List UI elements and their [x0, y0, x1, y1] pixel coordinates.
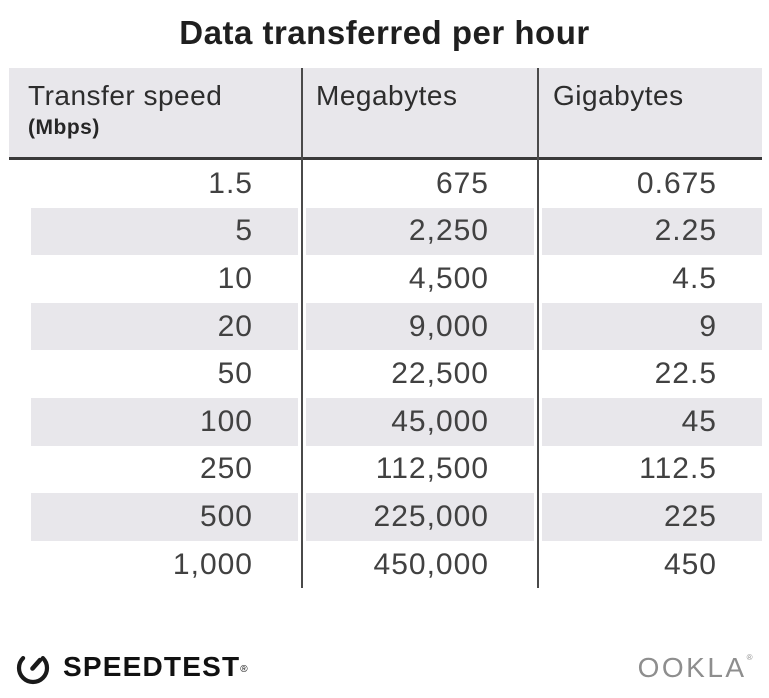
column-header-unit: (Mbps) — [28, 116, 100, 139]
cell-speed: 5 — [31, 207, 298, 256]
speedometer-gauge-icon — [16, 656, 50, 685]
table-row: 50 22,500 22.5 — [31, 350, 762, 398]
table-row: 5 2,250 2.25 — [31, 207, 762, 256]
data-table: Transfer speed (Mbps) Megabytes Gigabyte… — [9, 68, 762, 589]
cell-gigabytes: 45 — [542, 397, 762, 446]
cell-megabytes: 4,500 — [408, 261, 489, 295]
cell-megabytes: 9,000 — [306, 302, 534, 351]
cell-gigabytes: 112.5 — [639, 452, 717, 486]
cell-gigabytes: 225 — [542, 493, 762, 541]
table-row: 250 112,500 112.5 — [31, 446, 762, 494]
table-row: 10 4,500 4.5 — [31, 255, 762, 303]
cell-speed: 500 — [31, 493, 298, 541]
table-row: 1,000 450,000 450 — [31, 541, 762, 589]
registered-mark: ® — [240, 663, 248, 675]
cell-gigabytes: 450 — [663, 547, 717, 581]
cell-megabytes: 45,000 — [306, 397, 534, 446]
column-divider — [537, 68, 539, 588]
cell-gigabytes: 9 — [542, 302, 762, 351]
table-row: 20 9,000 9 — [31, 302, 762, 351]
cell-gigabytes: 0.675 — [636, 166, 717, 200]
cell-megabytes: 450,000 — [373, 547, 489, 581]
column-header-megabytes: Megabytes — [316, 80, 458, 111]
cell-gigabytes: 22.5 — [654, 357, 717, 391]
ookla-wordmark: OOKLA — [637, 652, 747, 683]
cell-gigabytes: 4.5 — [672, 261, 717, 295]
speedtest-wordmark: SPEEDTEST — [63, 651, 241, 682]
speedtest-logo: SPEEDTEST ® — [12, 646, 248, 688]
cell-speed: 1.5 — [208, 166, 253, 200]
cell-megabytes: 225,000 — [306, 493, 534, 541]
cell-megabytes: 2,250 — [306, 207, 534, 256]
cell-speed: 50 — [217, 357, 253, 391]
cell-speed: 250 — [199, 452, 253, 486]
table-header-row: Transfer speed (Mbps) Megabytes Gigabyte… — [9, 68, 762, 160]
registered-mark: ® — [746, 653, 755, 662]
cell-megabytes: 22,500 — [391, 357, 489, 391]
cell-speed: 20 — [31, 302, 298, 351]
cell-megabytes: 112,500 — [375, 452, 489, 486]
column-header-transfer-speed: Transfer speed (Mbps) — [28, 80, 222, 140]
cell-megabytes: 675 — [435, 166, 489, 200]
page-title: Data transferred per hour — [179, 14, 590, 51]
cell-gigabytes: 2.25 — [542, 207, 762, 256]
table-body: 1.5 675 0.675 5 2,250 2.25 10 4,500 4.5 … — [31, 160, 762, 588]
table-row: 1.5 675 0.675 — [31, 160, 762, 208]
ookla-logo: OOKLA® — [638, 652, 755, 684]
cell-speed: 10 — [217, 261, 253, 295]
table-row: 100 45,000 45 — [31, 397, 762, 446]
table-row: 500 225,000 225 — [31, 493, 762, 541]
column-header-gigabytes: Gigabytes — [553, 80, 684, 111]
cell-speed: 1,000 — [172, 547, 253, 581]
column-header-label: Transfer speed — [28, 80, 223, 111]
column-divider — [301, 68, 303, 588]
cell-speed: 100 — [31, 397, 298, 446]
